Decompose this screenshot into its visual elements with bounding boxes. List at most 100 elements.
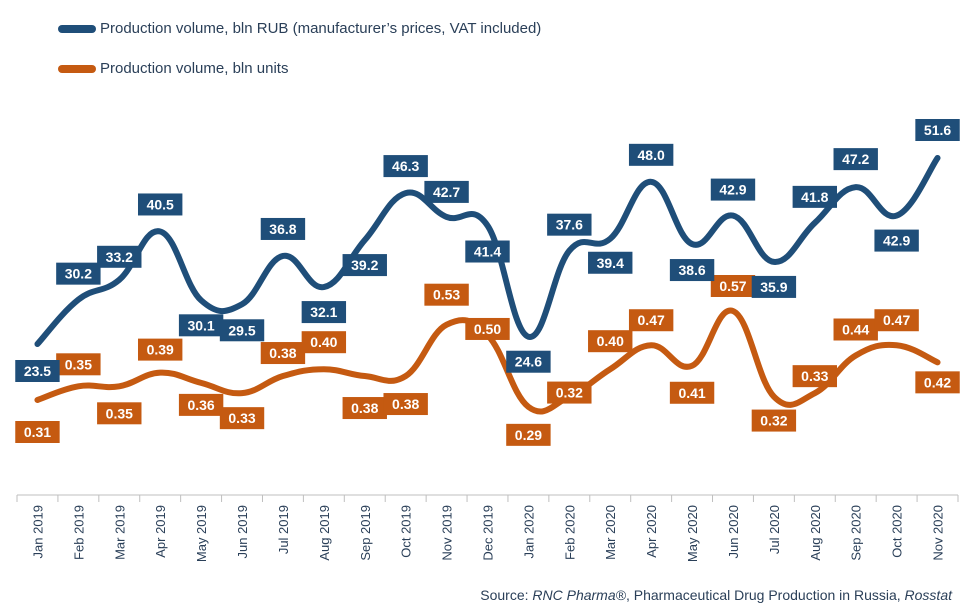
units-data-label: 0.57: [710, 275, 756, 297]
rub-data-label: 42.7: [424, 180, 469, 203]
units-label-text: 0.42: [924, 374, 951, 390]
units-label-text: 0.32: [760, 413, 787, 429]
units-label-text: 0.53: [433, 287, 460, 303]
x-tick-label: Dec 2019: [481, 505, 496, 561]
rub-data-label: 24.6: [506, 350, 551, 373]
units-label-text: 0.47: [883, 312, 910, 328]
rub-data-label: 29.5: [219, 319, 265, 342]
units-label-text: 0.36: [187, 397, 214, 413]
rub-label-box: [137, 193, 183, 216]
rub-data-label: 23.5: [15, 360, 60, 382]
units-label-text: 0.33: [801, 368, 828, 384]
x-tick-label: Jun 2019: [235, 505, 250, 559]
rub-label-box: [342, 254, 387, 277]
rub-data-label: 40.5: [137, 193, 183, 216]
rub-data-label: 39.2: [342, 254, 387, 277]
rub-label-box: [56, 262, 101, 285]
x-tick-label: Aug 2020: [808, 505, 823, 561]
rub-label-text: 41.4: [474, 244, 501, 260]
units-label-box: [424, 283, 469, 306]
units-data-label: 0.42: [915, 371, 960, 394]
rub-label-box: [15, 360, 60, 382]
units-data-label: 0.40: [301, 331, 347, 354]
rub-label-text: 39.2: [351, 257, 378, 273]
units-label-text: 0.38: [351, 400, 378, 416]
rub-data-label: 36.8: [260, 217, 306, 240]
x-tick-label: May 2020: [685, 505, 700, 562]
rub-label-box: [628, 143, 674, 166]
rub-label-box: [260, 217, 306, 240]
units-label-text: 0.40: [597, 333, 624, 349]
x-tick-label: Feb 2019: [71, 505, 86, 560]
units-label-box: [506, 423, 551, 446]
legend-units-label: Production volume, bln units: [100, 60, 289, 77]
units-data-label: 0.41: [669, 381, 715, 404]
units-label-box: [56, 353, 101, 376]
units-data-label: 0.40: [588, 330, 633, 353]
units-label-text: 0.40: [310, 334, 337, 350]
units-label-box: [301, 331, 347, 354]
units-label-text: 0.29: [515, 427, 542, 443]
rub-label-text: 42.9: [883, 233, 910, 249]
rub-label-box: [833, 148, 878, 171]
x-tick-label: Jul 2019: [276, 505, 291, 554]
units-label-text: 0.39: [147, 342, 174, 358]
rub-data-label: 48.0: [628, 143, 674, 166]
rub-label-box: [547, 213, 592, 236]
rub-data-label: 38.6: [669, 259, 715, 282]
units-label-text: 0.33: [228, 410, 255, 426]
source-rosstat: Rosstat: [904, 587, 952, 603]
legend-units-swatch: [58, 64, 96, 73]
x-tick-label: Nov 2020: [931, 505, 946, 561]
rub-label-text: 37.6: [556, 217, 583, 233]
rub-data-label: 37.6: [547, 213, 592, 236]
legend-rub: Production volume, bln RUB (manufacturer…: [58, 20, 541, 37]
units-label-text: 0.35: [65, 356, 92, 372]
source-title: , Pharmaceutical Drug Production in Russ…: [625, 587, 905, 603]
rub-label-box: [219, 319, 265, 342]
units-data-label: 0.39: [137, 338, 183, 361]
rub-data-label: 32.1: [301, 301, 347, 324]
rub-label-box: [424, 180, 469, 203]
rub-label-text: 47.2: [842, 151, 869, 167]
rub-data-label: 41.4: [465, 240, 510, 263]
x-tick-label: Mar 2019: [112, 505, 127, 560]
rub-label-box: [669, 259, 715, 282]
x-tick-label: Oct 2019: [399, 505, 414, 558]
units-label-box: [874, 309, 919, 332]
rub-label-text: 42.7: [433, 184, 460, 200]
units-label-text: 0.47: [638, 312, 665, 328]
units-data-label: 0.38: [260, 342, 306, 365]
x-tick-label: Aug 2019: [317, 505, 332, 561]
units-data-label: 0.31: [15, 421, 60, 443]
x-tick-label: Apr 2020: [644, 505, 659, 558]
units-data-label: 0.35: [56, 353, 101, 376]
rub-label-text: 40.5: [147, 196, 174, 212]
rub-label-text: 23.5: [24, 363, 51, 379]
units-label-text: 0.50: [474, 321, 501, 337]
rub-label-text: 30.1: [187, 317, 214, 333]
units-label-box: [178, 393, 224, 416]
rub-data-label: 47.2: [833, 148, 878, 171]
source-label: Source:: [480, 587, 529, 603]
rub-data-label: 35.9: [751, 275, 797, 298]
rub-label-box: [710, 178, 756, 201]
units-label-box: [97, 402, 142, 425]
units-data-label: 0.53: [424, 283, 469, 306]
rub-label-text: 36.8: [269, 221, 296, 237]
units-label-text: 0.32: [556, 385, 583, 401]
legend-rub-label: Production volume, bln RUB (manufacturer…: [100, 20, 542, 37]
x-tick-label: Jan 2020: [521, 505, 536, 559]
x-tick-label: Sep 2019: [358, 505, 373, 561]
rub-label-box: [383, 155, 428, 178]
x-tick-label: Jun 2020: [726, 505, 741, 559]
units-label-text: 0.44: [842, 322, 869, 338]
x-tick-label: Jul 2020: [767, 505, 782, 554]
units-label-box: [710, 275, 756, 297]
x-tick-label: Mar 2020: [603, 505, 618, 560]
units-data-label: 0.33: [792, 365, 838, 388]
source-note: Source: RNC Pharma®, Pharmaceutical Drug…: [480, 587, 952, 603]
rub-label-box: [588, 251, 633, 274]
rub-label-box: [792, 185, 838, 208]
units-label-box: [342, 397, 387, 420]
